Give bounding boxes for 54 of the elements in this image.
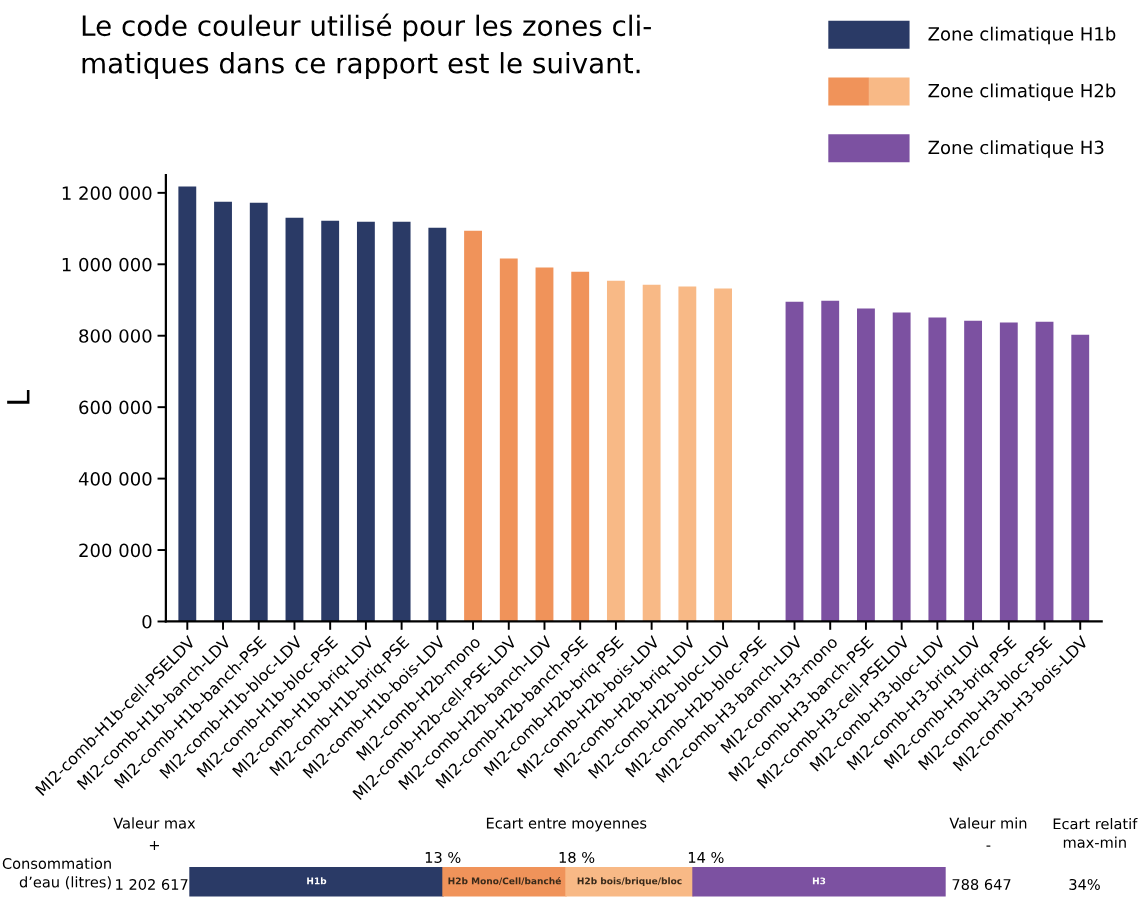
bar (714, 288, 732, 622)
y-tick-label: 600 000 (79, 400, 152, 415)
bar (642, 284, 661, 622)
bar (964, 320, 983, 622)
bar (178, 186, 197, 622)
bar (499, 258, 518, 622)
bar (999, 322, 1018, 622)
text: 13 % (425, 851, 461, 863)
category-label: H1b (307, 877, 327, 885)
bar (928, 317, 947, 622)
y-tick-label: 200 000 (79, 543, 152, 558)
legend-label: Zone climatique H1b (928, 26, 1116, 45)
y-tick-label: 1 200 000 (62, 186, 152, 200)
bar (1035, 321, 1054, 622)
category-label: H2b Mono/Cell/banché (448, 876, 561, 886)
y-tick-label: 1 000 000 (62, 257, 152, 272)
text: + (149, 840, 159, 851)
text: Ecart relatif max-min (1053, 818, 1138, 848)
y-tick-label: 400 000 (78, 472, 152, 486)
y-tick-label: 0 (142, 614, 152, 629)
y-axis-title: L (7, 389, 30, 404)
text: 34% (1069, 878, 1100, 890)
text: 14 % (688, 851, 724, 863)
bar (571, 271, 590, 622)
bar (785, 301, 804, 622)
bar (249, 202, 268, 622)
y-tick-label: 800 000 (79, 329, 152, 343)
text: 1 202 617 (116, 878, 188, 890)
bar (606, 280, 625, 622)
bar (356, 221, 375, 622)
text: Valeur min (949, 817, 1027, 829)
bar (285, 217, 304, 622)
chart-title: Le code couleur utilisé pour les zones cli- matiques dans ce rapport est le suivant. (82, 13, 651, 79)
bar (464, 230, 482, 622)
category-label: H2b bois/brique/bloc (577, 877, 682, 887)
bar (892, 312, 911, 622)
bar (678, 286, 697, 622)
category-label: H3 (812, 877, 826, 885)
bar (214, 201, 232, 622)
legend-label: Zone climatique H3 (928, 140, 1104, 158)
text: 788 647 (952, 878, 1011, 890)
text: 18 % (559, 851, 595, 863)
bar (535, 267, 554, 622)
text: Ecart entre moyennes (486, 817, 647, 832)
legend-label: Zone climatique H2b (928, 83, 1116, 101)
bar (428, 227, 447, 622)
text: - (986, 845, 991, 847)
bar (321, 220, 340, 622)
text: Valeur max (113, 817, 196, 829)
text: Consommation d’eau (litres) (2, 857, 111, 890)
bar (392, 221, 411, 622)
bar (1071, 334, 1090, 622)
bar (821, 300, 840, 622)
bar (857, 308, 875, 622)
